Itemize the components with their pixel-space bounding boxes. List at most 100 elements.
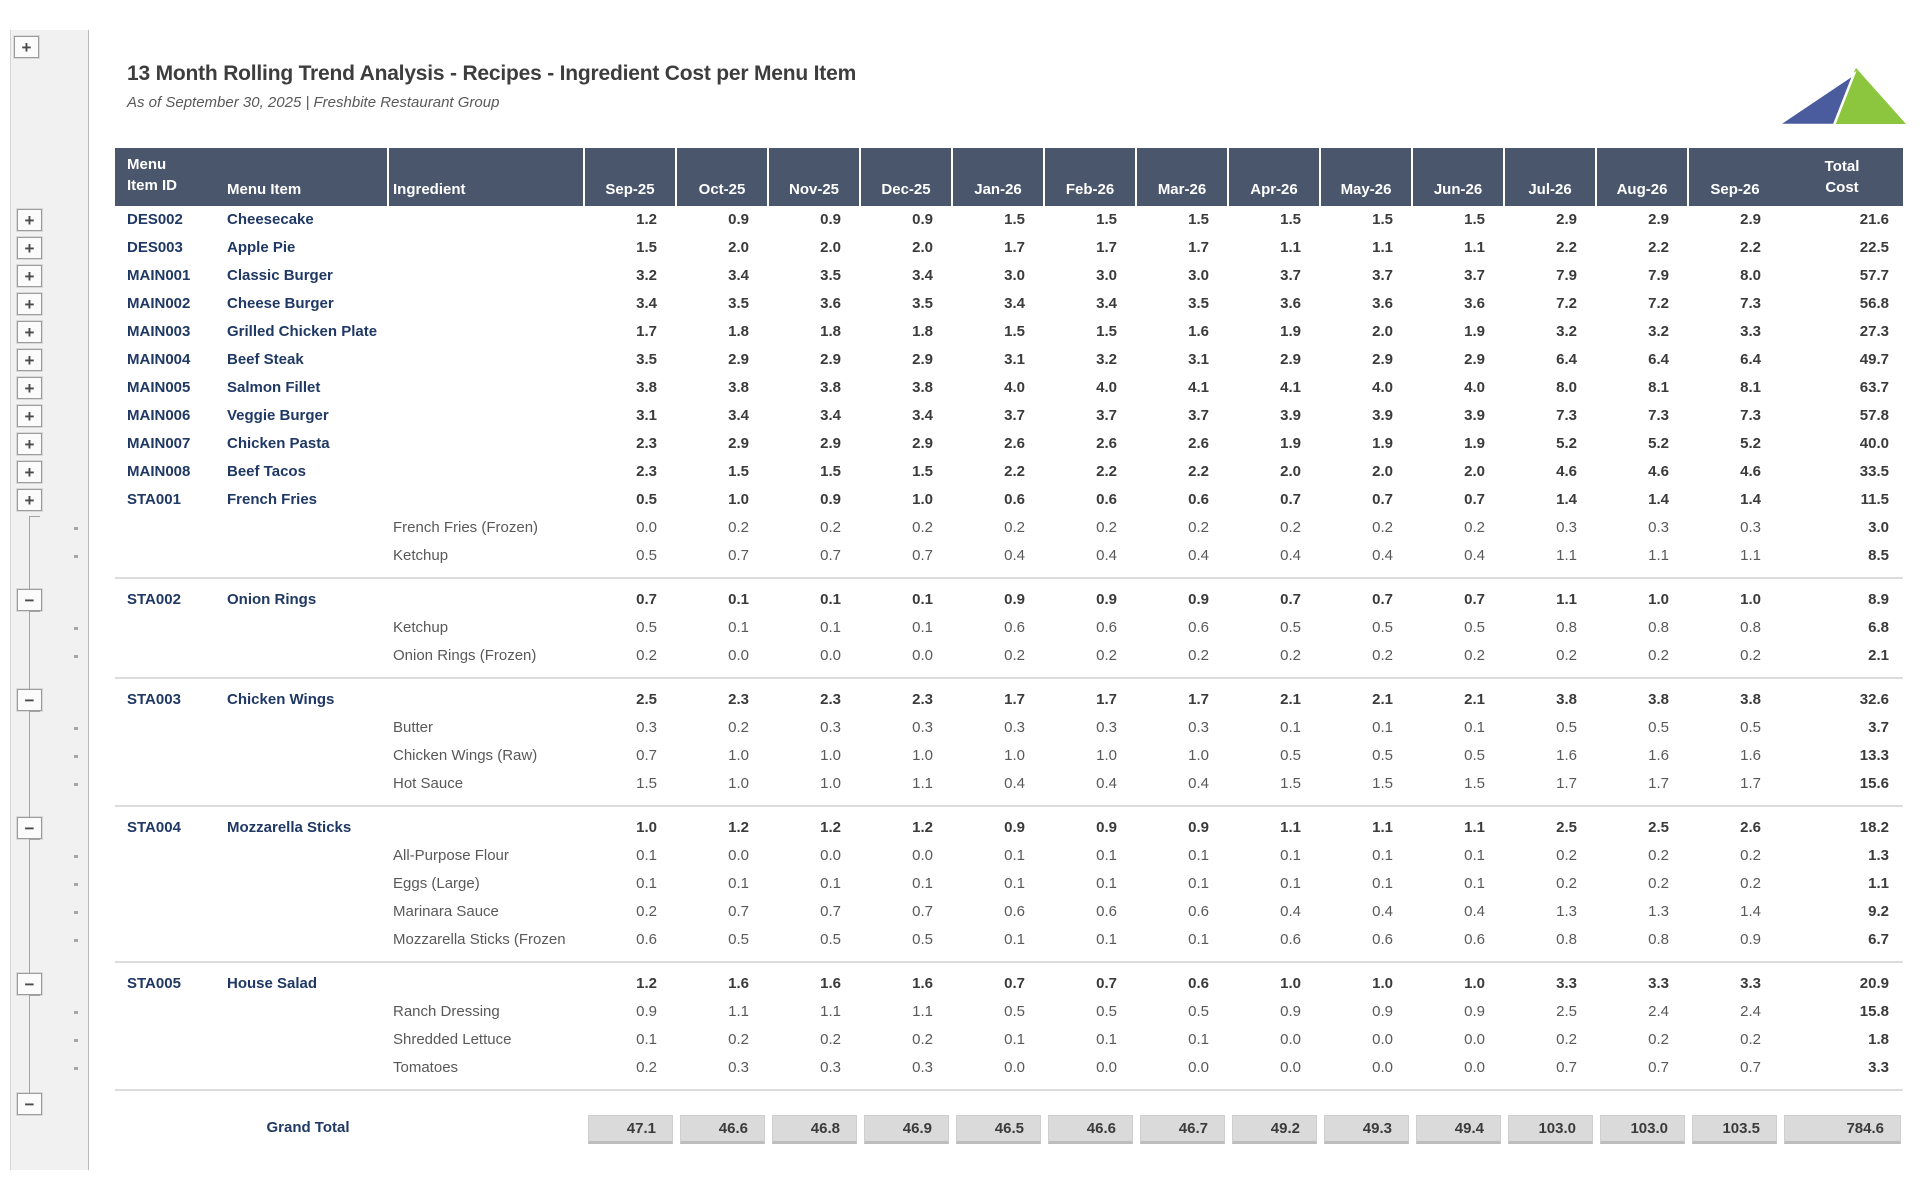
cell-value[interactable]: 0.7 <box>1372 591 1393 608</box>
cell-value[interactable]: 0.6 <box>1004 903 1025 920</box>
cell-menu-item[interactable]: Cheesecake <box>227 211 314 228</box>
cell-ingredient[interactable] <box>389 458 585 486</box>
cell-menu-item-id[interactable] <box>115 714 227 742</box>
cell-value[interactable]: 2.9 <box>1280 351 1301 368</box>
cell-value[interactable]: 0.3 <box>820 1059 841 1076</box>
cell-value[interactable]: 7.3 <box>1556 407 1577 424</box>
cell-value[interactable]: 0.5 <box>636 619 657 636</box>
cell-value[interactable]: 0.0 <box>912 647 933 664</box>
cell-value[interactable]: 3.7 <box>1096 407 1117 424</box>
cell-menu-item-id[interactable]: STA004 <box>127 819 181 836</box>
cell-value[interactable]: 0.2 <box>728 519 749 536</box>
cell-ingredient[interactable]: Butter <box>393 719 434 736</box>
cell-value[interactable]: 0.6 <box>636 931 657 948</box>
cell-menu-item-id[interactable]: MAIN002 <box>127 295 191 312</box>
cell-value[interactable]: 0.0 <box>728 847 749 864</box>
cell-value[interactable]: 4.6 <box>1740 463 1761 480</box>
cell-ingredient[interactable]: Eggs (Large) <box>393 875 480 892</box>
cell-menu-item-id[interactable] <box>115 842 227 870</box>
cell-value[interactable]: 0.5 <box>1004 1003 1025 1020</box>
cell-ingredient[interactable]: Tomatoes <box>393 1059 459 1076</box>
cell-value[interactable]: 1.5 <box>1372 211 1393 228</box>
cell-value[interactable]: 3.0 <box>1188 267 1209 284</box>
cell-value[interactable]: 0.6 <box>1188 903 1209 920</box>
cell-total[interactable]: 3.0 <box>1868 519 1889 536</box>
cell-value[interactable]: 0.1 <box>912 875 933 892</box>
cell-value[interactable]: 2.9 <box>1740 211 1761 228</box>
cell-value[interactable]: 0.9 <box>912 211 933 228</box>
cell-value[interactable]: 0.7 <box>1004 975 1025 992</box>
cell-value[interactable]: 2.9 <box>1464 351 1485 368</box>
cell-value[interactable]: 3.5 <box>1188 295 1209 312</box>
outline-collapse-button[interactable]: − <box>16 972 43 996</box>
cell-value[interactable]: 0.7 <box>636 747 657 764</box>
cell-value[interactable]: 0.0 <box>636 519 657 536</box>
grand-total-cell[interactable]: 49.2 <box>1229 1114 1321 1146</box>
cell-value[interactable]: 0.2 <box>1556 1031 1577 1048</box>
cell-value[interactable]: 0.8 <box>1556 931 1577 948</box>
header-cell-month[interactable]: Oct-25 <box>677 148 769 206</box>
grand-total-cell[interactable]: 46.6 <box>1045 1114 1137 1146</box>
cell-ingredient[interactable] <box>389 206 585 234</box>
cell-value[interactable]: 0.5 <box>728 931 749 948</box>
cell-value[interactable]: 6.4 <box>1740 351 1761 368</box>
cell-value[interactable]: 1.4 <box>1648 491 1669 508</box>
cell-value[interactable]: 0.2 <box>1372 519 1393 536</box>
cell-value[interactable]: 0.0 <box>820 647 841 664</box>
cell-value[interactable]: 3.7 <box>1004 407 1025 424</box>
cell-menu-item[interactable] <box>227 998 389 1026</box>
cell-value[interactable]: 1.9 <box>1464 323 1485 340</box>
cell-value[interactable]: 0.6 <box>1280 931 1301 948</box>
cell-value[interactable]: 0.2 <box>1648 847 1669 864</box>
outline-collapse-button[interactable]: − <box>16 1092 43 1116</box>
cell-value[interactable]: 1.1 <box>1280 239 1301 256</box>
outline-expand-button[interactable]: + <box>16 208 43 232</box>
cell-value[interactable]: 0.1 <box>636 1031 657 1048</box>
cell-value[interactable]: 0.2 <box>1648 647 1669 664</box>
cell-value[interactable]: 0.2 <box>1740 875 1761 892</box>
cell-value[interactable]: 0.8 <box>1648 931 1669 948</box>
cell-value[interactable]: 1.1 <box>1372 239 1393 256</box>
cell-value[interactable]: 1.5 <box>1188 211 1209 228</box>
outline-expand-button[interactable]: + <box>16 320 43 344</box>
cell-value[interactable]: 0.1 <box>636 847 657 864</box>
cell-value[interactable]: 0.6 <box>1004 619 1025 636</box>
cell-value[interactable]: 0.9 <box>1464 1003 1485 1020</box>
cell-total[interactable]: 40.0 <box>1859 435 1889 452</box>
cell-value[interactable]: 2.9 <box>820 351 841 368</box>
cell-value[interactable]: 8.1 <box>1740 379 1761 396</box>
cell-value[interactable]: 7.9 <box>1648 267 1669 284</box>
cell-value[interactable]: 0.7 <box>1096 975 1117 992</box>
cell-value[interactable]: 1.9 <box>1280 323 1301 340</box>
cell-menu-item-id[interactable] <box>115 926 227 954</box>
cell-value[interactable]: 1.6 <box>820 975 841 992</box>
cell-menu-item[interactable]: Salmon Fillet <box>227 379 321 396</box>
cell-value[interactable]: 0.2 <box>820 1031 841 1048</box>
cell-value[interactable]: 3.3 <box>1648 975 1669 992</box>
cell-value[interactable]: 1.0 <box>1004 747 1025 764</box>
cell-value[interactable]: 1.0 <box>1280 975 1301 992</box>
cell-menu-item[interactable]: Mozzarella Sticks <box>227 819 352 836</box>
cell-value[interactable]: 0.7 <box>912 547 933 564</box>
cell-ingredient[interactable]: Chicken Wings (Raw) <box>393 747 538 764</box>
cell-value[interactable]: 0.9 <box>1188 819 1209 836</box>
cell-value[interactable]: 0.5 <box>636 547 657 564</box>
header-cell-month[interactable]: Jan-26 <box>953 148 1045 206</box>
cell-menu-item[interactable]: Beef Steak <box>227 351 304 368</box>
header-cell-month[interactable]: Nov-25 <box>769 148 861 206</box>
cell-menu-item[interactable] <box>227 870 389 898</box>
cell-value[interactable]: 1.5 <box>820 463 841 480</box>
cell-value[interactable]: 2.5 <box>1556 819 1577 836</box>
cell-value[interactable]: 3.4 <box>1004 295 1025 312</box>
cell-value[interactable]: 0.1 <box>1004 847 1025 864</box>
cell-value[interactable]: 0.2 <box>1004 647 1025 664</box>
cell-value[interactable]: 1.6 <box>1556 747 1577 764</box>
cell-value[interactable]: 1.8 <box>728 323 749 340</box>
header-cell-menu-item-id[interactable]: Menu Item ID Menu Item <box>115 148 389 206</box>
cell-value[interactable]: 0.4 <box>1188 547 1209 564</box>
cell-value[interactable]: 0.8 <box>1556 619 1577 636</box>
cell-value[interactable]: 0.1 <box>1372 847 1393 864</box>
cell-value[interactable]: 1.0 <box>636 819 657 836</box>
cell-total[interactable]: 15.6 <box>1859 775 1889 792</box>
cell-value[interactable]: 3.0 <box>1004 267 1025 284</box>
